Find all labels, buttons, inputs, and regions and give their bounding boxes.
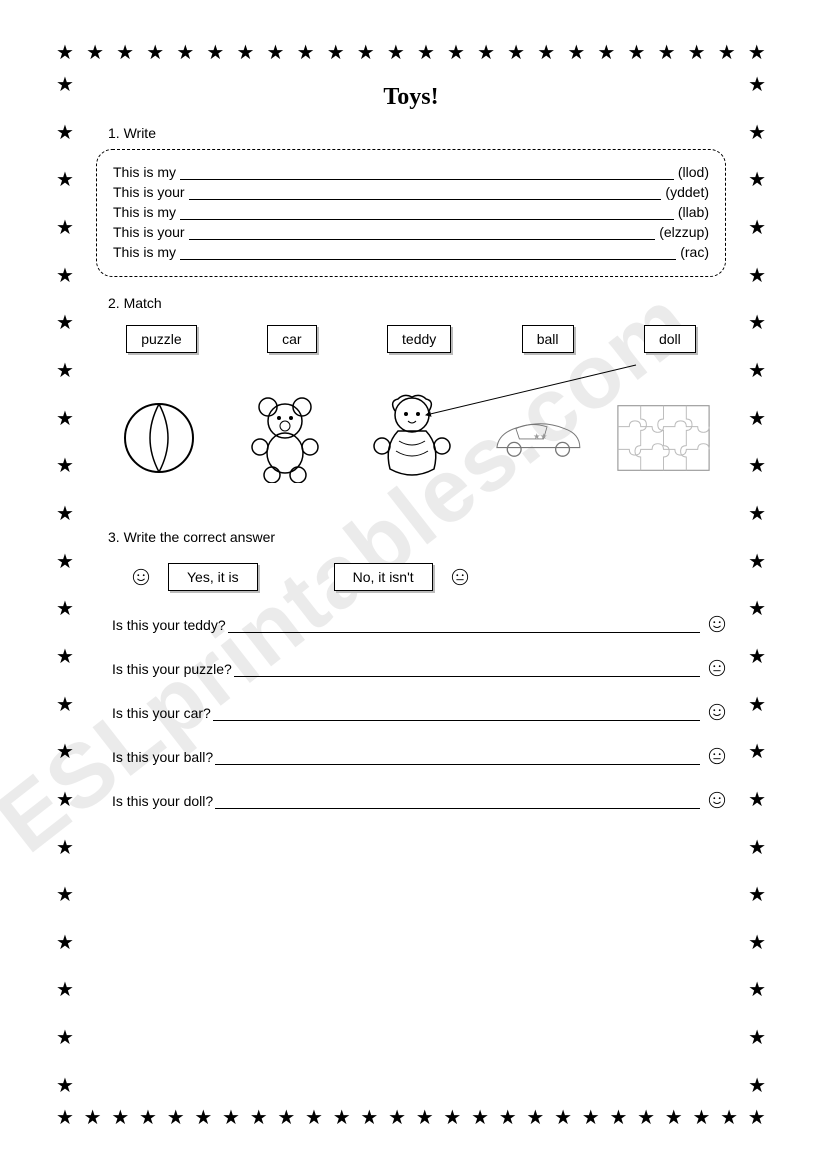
word-box-doll[interactable]: doll: [644, 325, 696, 353]
smile-icon: [708, 703, 726, 721]
question-text: Is this your doll?: [112, 793, 213, 809]
page-title: Toys!: [96, 84, 726, 111]
write-row: This is my (llod): [113, 164, 709, 180]
image-puzzle[interactable]: [616, 393, 711, 483]
write-row: This is your (elzzup): [113, 224, 709, 240]
write-label: This is my: [113, 164, 176, 180]
match-images: ★★: [96, 393, 726, 483]
answer-blank[interactable]: [228, 619, 700, 633]
write-blank[interactable]: [189, 226, 656, 240]
write-hint: (llod): [678, 164, 709, 180]
write-hint: (rac): [680, 244, 709, 260]
write-label: This is my: [113, 244, 176, 260]
page: ★★★★★★★★★★★★★★★★★★★★★★★★ ★★★★★★★★★★★★★★★…: [56, 40, 766, 1130]
image-ball[interactable]: [112, 393, 207, 483]
section2-heading: 2. Match: [108, 295, 726, 311]
section3-heading: 3. Write the correct answer: [108, 529, 726, 545]
answer-blank[interactable]: [215, 751, 700, 765]
answer-options: Yes, it is No, it isn't: [132, 563, 726, 591]
neutral-icon: [708, 747, 726, 765]
image-car[interactable]: ★★: [490, 393, 585, 483]
match-area: puzzle car teddy ball doll: [96, 325, 726, 483]
question-text: Is this your puzzle?: [112, 661, 232, 677]
star-border-top: ★★★★★★★★★★★★★★★★★★★★★★★★: [56, 40, 766, 65]
question-text: Is this your car?: [112, 705, 211, 721]
neutral-icon: [708, 659, 726, 677]
question-text: Is this your ball?: [112, 749, 213, 765]
question-row: Is this your puzzle?: [112, 659, 726, 677]
answer-blank[interactable]: [215, 795, 700, 809]
write-label: This is your: [113, 184, 185, 200]
word-box-teddy[interactable]: teddy: [387, 325, 451, 353]
write-hint: (elzzup): [659, 224, 709, 240]
write-label: This is your: [113, 224, 185, 240]
write-row: This is my (rac): [113, 244, 709, 260]
word-box-car[interactable]: car: [267, 325, 316, 353]
question-row: Is this your teddy?: [112, 615, 726, 633]
question-row: Is this your car?: [112, 703, 726, 721]
write-blank[interactable]: [189, 186, 662, 200]
answer-no[interactable]: No, it isn't: [334, 563, 433, 591]
write-label: This is my: [113, 204, 176, 220]
write-row: This is my (llab): [113, 204, 709, 220]
write-blank[interactable]: [180, 246, 676, 260]
section1-heading: 1. Write: [108, 125, 726, 141]
svg-text:★★: ★★: [533, 431, 547, 440]
smile-icon: [708, 615, 726, 633]
write-hint: (yddet): [665, 184, 709, 200]
write-blank[interactable]: [180, 166, 674, 180]
smile-icon: [708, 791, 726, 809]
question-text: Is this your teddy?: [112, 617, 226, 633]
neutral-icon: [451, 568, 469, 586]
smile-icon: [132, 568, 150, 586]
match-words: puzzle car teddy ball doll: [96, 325, 726, 353]
question-row: Is this your ball?: [112, 747, 726, 765]
star-border-right: ★★★★★★★★★★★★★★★★★★★★★★: [748, 72, 766, 1098]
image-teddy[interactable]: [238, 393, 333, 483]
write-box: This is my (llod) This is your (yddet) T…: [96, 149, 726, 277]
answer-yes[interactable]: Yes, it is: [168, 563, 258, 591]
image-doll[interactable]: [364, 393, 459, 483]
star-border-left: ★★★★★★★★★★★★★★★★★★★★★★: [56, 72, 74, 1098]
word-box-puzzle[interactable]: puzzle: [126, 325, 196, 353]
star-border-bottom: ★★★★★★★★★★★★★★★★★★★★★★★★★★: [56, 1105, 766, 1130]
answer-blank[interactable]: [213, 707, 700, 721]
write-blank[interactable]: [180, 206, 674, 220]
question-row: Is this your doll?: [112, 791, 726, 809]
answer-blank[interactable]: [234, 663, 700, 677]
write-hint: (llab): [678, 204, 709, 220]
word-box-ball[interactable]: ball: [522, 325, 574, 353]
write-row: This is your (yddet): [113, 184, 709, 200]
content: Toys! 1. Write This is my (llod) This is…: [96, 84, 726, 1086]
